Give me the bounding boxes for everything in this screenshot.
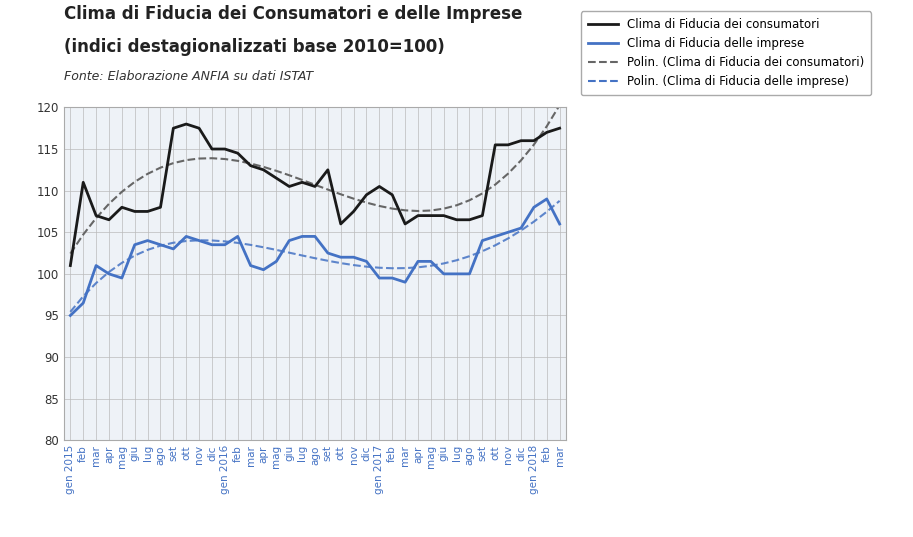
Text: Fonte: Elaborazione ANFIA su dati ISTAT: Fonte: Elaborazione ANFIA su dati ISTAT [64, 70, 313, 83]
Text: (indici destagionalizzati base 2010=100): (indici destagionalizzati base 2010=100) [64, 38, 445, 56]
Text: Clima di Fiducia dei Consumatori e delle Imprese: Clima di Fiducia dei Consumatori e delle… [64, 5, 522, 24]
Legend: Clima di Fiducia dei consumatori, Clima di Fiducia delle imprese, Polin. (Clima : Clima di Fiducia dei consumatori, Clima … [581, 11, 872, 95]
